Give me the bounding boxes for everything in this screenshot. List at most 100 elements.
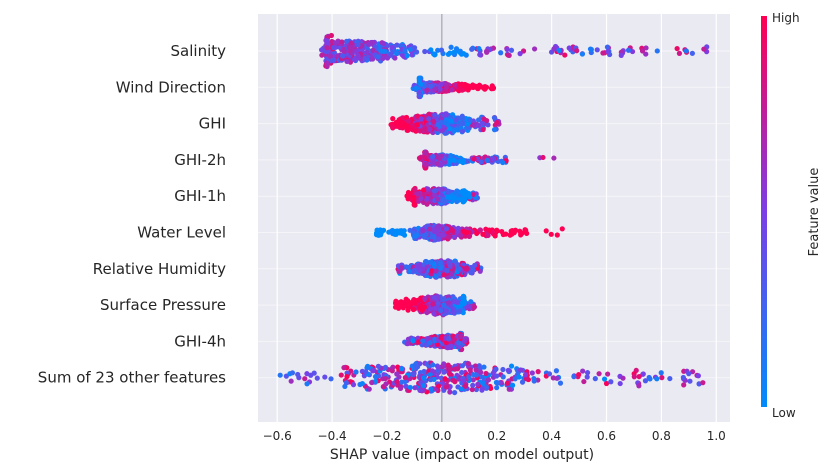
shap-point [467, 117, 473, 123]
shap-point [425, 186, 431, 192]
shap-point [617, 380, 623, 387]
shap-point [459, 116, 466, 122]
shap-point [452, 82, 458, 88]
x-tick-label: 0.4 [542, 429, 561, 443]
shap-point [448, 44, 454, 50]
shap-point [382, 364, 389, 371]
shap-point [584, 370, 591, 376]
shap-point [413, 85, 419, 91]
shap-point [518, 367, 524, 373]
shap-point [556, 47, 562, 54]
shap-point [445, 362, 451, 368]
shap-point [643, 45, 649, 51]
shap-point [410, 306, 417, 313]
shap-point [605, 371, 611, 377]
shap-point [494, 227, 500, 233]
shap-point [506, 52, 512, 59]
shap-point [447, 262, 453, 268]
shap-point [380, 55, 386, 62]
shap-point [421, 304, 428, 310]
shap-point [341, 48, 347, 54]
x-tick-label: −0.4 [318, 429, 347, 443]
shap-point [459, 128, 466, 134]
shap-point [277, 372, 283, 378]
shap-point [443, 84, 449, 91]
x-tick-label: 0.2 [487, 429, 506, 443]
shap-point [459, 369, 465, 376]
shap-point [490, 156, 497, 162]
shap-point [562, 52, 568, 58]
shap-point [454, 188, 460, 194]
shap-point [460, 51, 467, 57]
shap-point [596, 371, 602, 377]
shap-point [434, 161, 440, 167]
shap-point [339, 39, 345, 45]
shap-point [445, 336, 452, 342]
shap-point [490, 370, 496, 376]
shap-point [465, 360, 472, 367]
shap-point [405, 123, 411, 129]
shap-point [431, 188, 438, 194]
shap-point [494, 119, 500, 126]
shap-point [471, 304, 477, 310]
shap-point [428, 47, 434, 53]
shap-point [430, 301, 436, 307]
shap-point [452, 298, 458, 305]
shap-point [605, 48, 611, 55]
shap-point [477, 52, 483, 58]
shap-point [441, 296, 447, 302]
shap-point [478, 159, 484, 165]
shap-point [435, 196, 441, 202]
feature-label: Salinity [171, 42, 227, 60]
shap-point [422, 150, 428, 157]
shap-point [456, 340, 462, 346]
shap-point [399, 264, 405, 271]
shap-point [403, 383, 409, 389]
shap-point [448, 118, 454, 124]
shap-point [500, 159, 506, 166]
shap-point [432, 192, 438, 198]
shap-point [411, 45, 418, 51]
shap-point [467, 194, 473, 200]
shap-point [396, 374, 402, 380]
shap-point [458, 386, 464, 392]
shap-point [438, 116, 444, 122]
shap-point [468, 299, 474, 305]
shap-point [436, 236, 442, 242]
shap-point [429, 268, 435, 274]
shap-point [420, 228, 426, 234]
shap-point [428, 259, 434, 265]
shap-point [438, 265, 444, 271]
shap-point [483, 48, 490, 54]
shap-point [441, 272, 447, 278]
feature-label: GHI-1h [174, 187, 226, 205]
shap-point [415, 113, 421, 119]
shap-point [355, 52, 361, 59]
shap-point [418, 195, 424, 202]
shap-point [498, 50, 504, 56]
shap-point [427, 306, 434, 312]
shap-point [405, 196, 411, 202]
shap-point [446, 161, 452, 167]
shap-point [456, 85, 463, 91]
shap-point [438, 81, 444, 88]
shap-point [445, 274, 451, 280]
shap-point [473, 83, 479, 89]
shap-point [399, 366, 405, 372]
shap-point [411, 267, 417, 274]
shap-point [332, 44, 338, 50]
shap-point [475, 381, 481, 387]
shap-point [384, 55, 391, 61]
shap-point [410, 338, 416, 344]
feature-label: GHI-2h [174, 151, 226, 169]
shap-point [382, 375, 388, 382]
shap-point [460, 159, 466, 166]
shap-point [481, 364, 487, 370]
x-tick-label: −0.6 [263, 429, 292, 443]
shap-point [576, 371, 582, 378]
shap-point [422, 48, 428, 55]
shap-point [571, 374, 577, 380]
shap-point [418, 116, 424, 122]
shap-point [431, 295, 438, 301]
shap-point [443, 340, 449, 346]
